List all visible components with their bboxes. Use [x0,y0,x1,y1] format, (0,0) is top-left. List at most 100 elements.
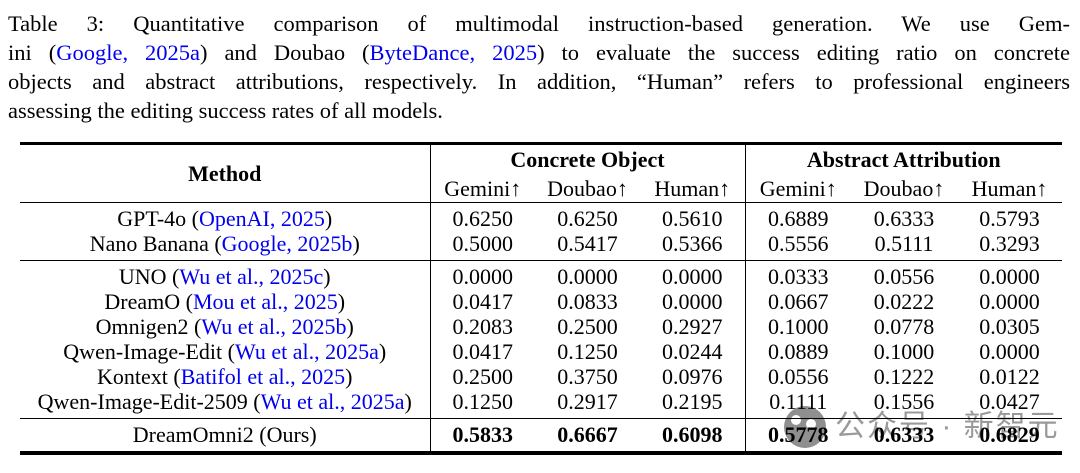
text-run: ) and Doubao ( [200,40,370,65]
caption-line: objects and abstract attributions, respe… [8,67,1070,96]
value-cell: 0.6250 [429,202,535,231]
value-cell: 0.3750 [557,364,618,389]
text-run: Nano Banana ( [89,231,222,256]
table-section-open-models: UNO (Wu et al., 2025c) 0.0000 0.0000 0.0000… [20,260,1062,419]
metric-header-row: Gemini↑ Doubao↑ Human↑ Gemini↑ Doubao↑ H… [20,175,1062,203]
table-row: Nano Banana (Google, 2025b) 0.5000 0.5417 0… [20,231,1062,261]
text-run: ) [323,264,331,289]
value-cell: 0.1556 [873,389,935,414]
value-cell: 0.5556 [744,231,851,261]
caption-line: Table 3: Quantitative comparison of mult… [8,9,1070,38]
table-row: DreamOmni2 (Ours)0.58330.66670.60980.577… [20,418,1062,453]
citation-link[interactable]: Wu et al., 2025a [260,389,405,414]
watermark-text: 公众号 · 新智元 [835,410,1060,443]
results-table-wrapper: Method Concrete Object Abstract Attribut… [20,142,1062,455]
text-run: Omnigen2 ( [95,314,202,339]
value-cell: 0.0889 [744,339,851,364]
value-cell: 0.0417 [429,289,535,314]
method-cell: GPT-4o (OpenAI, 2025) [20,203,430,231]
results-table: Method Concrete Object Abstract Attribut… [20,142,1062,455]
table-row: Omnigen2 (Wu et al., 2025b) 0.2083 0.2500 0… [20,314,1062,339]
text-run: ) [378,339,387,364]
citation-link[interactable]: ByteDance, 2025 [369,40,538,65]
value-cell: 0.1222 [873,364,935,389]
metric-header-doubao-abstract: Doubao↑ [851,175,957,203]
citation-link[interactable]: Wu et al., 2025b [201,314,347,339]
value-cell: 0.0778 [873,314,935,339]
value-cell: 0.0556 [744,364,851,389]
table-row: Qwen-Image-Edit (Wu et al., 2025a) 0.0417… [20,339,1062,364]
table-header: Method Concrete Object Abstract Attribut… [20,143,1062,203]
metric-header-human-concrete: Human↑ [640,175,745,203]
value-cell: 0.0000 [640,260,745,289]
method-cell: Kontext (Batifol et al., 2025) [20,364,430,389]
metric-header-doubao-concrete: Doubao↑ [535,175,640,203]
value-cell: 0.5610 [662,206,723,231]
value-cell: 0.5111 [874,231,934,256]
value-cell: 0.5417 [557,231,618,256]
citation-link[interactable]: Google, 2025a [56,40,200,65]
text-run: ) [346,314,354,339]
group-header-abstract-attribution: Abstract Attribution [744,143,1062,175]
value-cell: 0.0000 [429,260,535,289]
text-run: assessing the editing success rates of a… [8,98,443,123]
citation-link[interactable]: Batifol et al., 2025 [180,364,346,389]
text-run: ini ( [8,40,57,65]
method-cell: DreamO (Mou et al., 2025) [20,289,430,314]
value-cell: 0.0122 [979,364,1040,389]
method-column-header: Method [20,143,430,203]
method-cell: Qwen-Image-Edit-2509 (Wu et al., 2025a) [20,389,430,419]
watermark-logo-icon [784,406,826,448]
value-cell: 0.6250 [557,206,618,231]
text-run: UNO ( [118,264,180,289]
text-run: ) [352,231,360,256]
value-cell: 0.2083 [429,314,535,339]
table-caption: Table 3: Quantitative comparison of mult… [8,9,1070,125]
table-row: GPT-4o (OpenAI, 2025) 0.6250 0.6250 0.5610 0… [20,202,1062,231]
method-cell: DreamOmni2 (Ours) [20,418,430,453]
method-cell: Nano Banana (Google, 2025b) [20,231,430,261]
value-cell: 0.0000 [535,260,640,289]
method-cell: Omnigen2 (Wu et al., 2025b) [20,314,430,339]
caption-line: ini (Google, 2025a) and Doubao (ByteDanc… [8,38,1070,67]
text-run: DreamOmni2 (Ours) [132,422,317,447]
value-cell: 0.0427 [979,389,1040,414]
value-cell: 0.5366 [662,231,723,256]
value-cell: 0.6333 [873,206,935,231]
citation-link[interactable]: Google, 2025b [221,231,353,256]
citation-link[interactable]: OpenAI, 2025 [199,206,325,231]
table-section-closed-models: GPT-4o (OpenAI, 2025) 0.6250 0.6250 0.5610 0… [20,202,1062,261]
value-cell: 0.6333 [851,418,957,453]
value-cell: 0.6098 [640,418,745,453]
value-cell: 0.0417 [429,339,535,364]
value-cell: 0.2917 [557,389,618,414]
value-cell: 0.5793 [979,206,1040,231]
table-row: DreamO (Mou et al., 2025) 0.0417 0.0833 0.0… [20,289,1062,314]
value-cell: 0.6667 [535,418,640,453]
text-run: ) to evaluate the success editing ratio … [537,40,1070,65]
citation-link[interactable]: Mou et al., 2025 [192,289,338,314]
table-row: Qwen-Image-Edit-2509 (Wu et al., 2025a) 0… [20,389,1062,419]
text-run: Table 3: Quantitative comparison of mult… [8,11,1070,36]
value-cell: 0.1000 [873,339,935,364]
value-cell: 0.0976 [662,364,723,389]
value-cell: 0.1000 [744,314,851,339]
value-cell: 0.3293 [979,231,1040,256]
text-run: ) [345,364,353,389]
value-cell: 0.2500 [429,364,535,389]
citation-link[interactable]: Wu et al., 2025a [234,339,379,364]
value-cell: 0.2927 [662,314,723,339]
watermark: 公众号 · 新智元 [784,405,1060,449]
value-cell: 0.5833 [429,418,535,453]
value-cell: 0.0833 [557,289,618,314]
text-run: ) [404,389,412,414]
value-cell: 0.6889 [744,202,851,231]
value-cell: 0.0333 [744,260,851,289]
value-cell: 0.6829 [957,418,1062,453]
value-cell: 0.0000 [662,289,723,314]
value-cell: 0.0000 [979,289,1040,314]
group-header-concrete-object: Concrete Object [429,143,745,175]
text-run: DreamO ( [104,289,193,314]
citation-link[interactable]: Wu et al., 2025c [179,264,324,289]
text-run: ) [324,206,333,231]
